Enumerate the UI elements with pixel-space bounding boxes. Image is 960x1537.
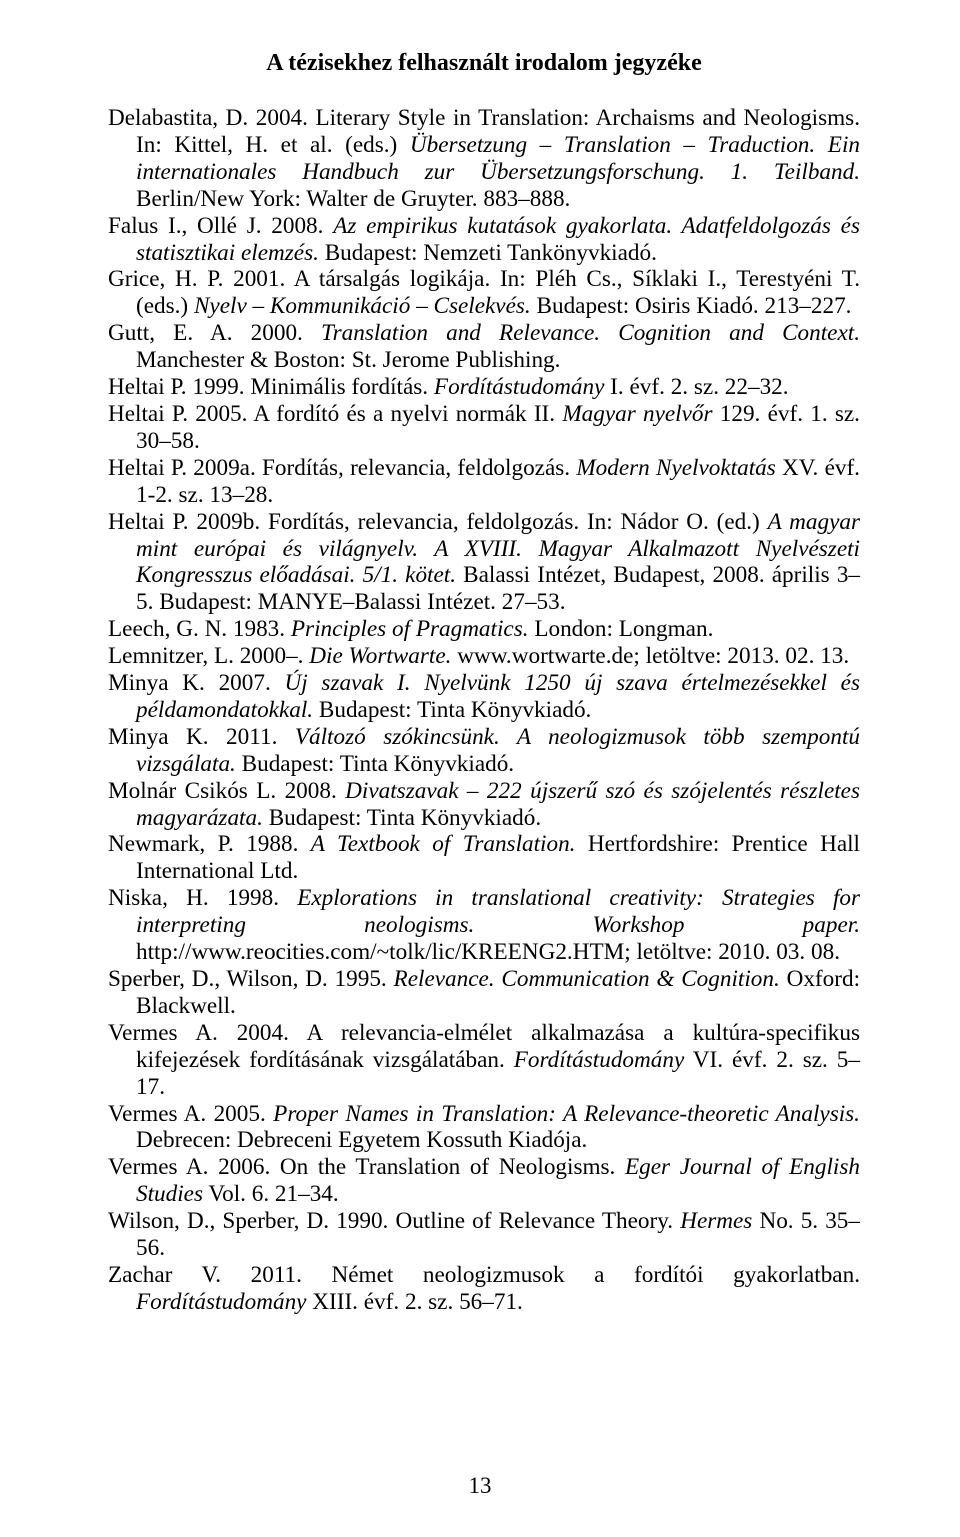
reference-text: Newmark, P. 1988. (108, 831, 311, 857)
reference-text: Berlin/New York: Walter de Gruyter. 883–… (136, 186, 570, 212)
reference-entry: Newmark, P. 1988. A Textbook of Translat… (108, 831, 860, 885)
reference-text: Sperber, D., Wilson, D. 1995. (108, 966, 394, 992)
reference-entry: Vermes A. 2006. On the Translation of Ne… (108, 1154, 860, 1208)
reference-entry: Heltai P. 2009a. Fordítás, relevancia, f… (108, 455, 860, 509)
reference-text: Debrecen: Debreceni Egyetem Kossuth Kiad… (136, 1127, 587, 1153)
reference-text: Wilson, D., Sperber, D. 1990. Outline of… (108, 1208, 680, 1234)
reference-entry: Niska, H. 1998. Explorations in translat… (108, 885, 860, 966)
reference-text: Magyar nyelvőr (562, 401, 712, 427)
reference-entry: Zachar V. 2011. Német neologizmusok a fo… (108, 1262, 860, 1316)
reference-entry: Wilson, D., Sperber, D. 1990. Outline of… (108, 1208, 860, 1262)
reference-text: Heltai P. 1999. Minimális fordítás. (108, 374, 434, 400)
reference-text: Proper Names in Translation: A Relevance… (273, 1101, 860, 1127)
reference-text: Heltai P. 2005. A fordító és a nyelvi no… (108, 401, 562, 427)
reference-text: I. évf. 2. sz. 22–32. (604, 374, 788, 400)
reference-text: Fordítástudomány (434, 374, 604, 400)
reference-entry: Lemnitzer, L. 2000–. Die Wortwarte. www.… (108, 643, 860, 670)
reference-entry: Gutt, E. A. 2000. Translation and Releva… (108, 320, 860, 374)
reference-entry: Minya K. 2011. Változó szókincsünk. A ne… (108, 724, 860, 778)
reference-text: Translation and Relevance. Cognition and… (321, 320, 860, 346)
reference-text: Relevance. Communication & Cognition. (394, 966, 780, 992)
reference-text: Minya K. 2011. (108, 724, 295, 750)
reference-text: Heltai P. 2009b. Fordítás, relevancia, f… (108, 509, 768, 535)
reference-entry: Heltai P. 2009b. Fordítás, relevancia, f… (108, 509, 860, 617)
reference-text: Manchester & Boston: St. Jerome Publishi… (136, 347, 560, 373)
reference-text: Budapest: Tinta Könyvkiadó. (236, 751, 514, 777)
reference-list: Delabastita, D. 2004. Literary Style in … (108, 105, 860, 1316)
reference-text: Vermes A. 2006. On the Translation of Ne… (108, 1154, 625, 1180)
page-number: 13 (0, 1473, 960, 1499)
reference-text: Heltai P. 2009a. Fordítás, relevancia, f… (108, 455, 576, 481)
reference-text: Lemnitzer, L. 2000–. (108, 643, 309, 669)
reference-entry: Grice, H. P. 2001. A társalgás logikája.… (108, 266, 860, 320)
reference-text: Budapest: Osiris Kiadó. 213–227. (531, 293, 852, 319)
reference-text: http://www.reocities.com/~tolk/lic/KREEN… (136, 939, 840, 965)
reference-text: Budapest: Tinta Könyvkiadó. (263, 805, 541, 831)
page: A tézisekhez felhasznált irodalom jegyzé… (0, 0, 960, 1537)
reference-text: Die Wortwarte. (309, 643, 451, 669)
reference-entry: Heltai P. 2005. A fordító és a nyelvi no… (108, 401, 860, 455)
reference-text: XIII. évf. 2. sz. 56–71. (306, 1289, 522, 1315)
reference-text: Principles of Pragmatics. (291, 616, 529, 642)
reference-text: Falus I., Ollé J. 2008. (108, 213, 333, 239)
page-title: A tézisekhez felhasznált irodalom jegyzé… (108, 50, 860, 77)
reference-text: Leech, G. N. 1983. (108, 616, 291, 642)
reference-entry: Heltai P. 1999. Minimális fordítás. Ford… (108, 374, 860, 401)
reference-text: Modern Nyelvoktatás (576, 455, 775, 481)
reference-text: Nyelv – Kommunikáció – Cselekvés. (194, 293, 531, 319)
reference-text: Gutt, E. A. 2000. (108, 320, 321, 346)
reference-entry: Minya K. 2007. Új szavak I. Nyelvünk 125… (108, 670, 860, 724)
reference-text: Vol. 6. 21–34. (203, 1181, 339, 1207)
reference-text: Zachar V. 2011. Német neologizmusok a fo… (108, 1262, 860, 1288)
reference-entry: Delabastita, D. 2004. Literary Style in … (108, 105, 860, 213)
reference-text: Budapest: Nemzeti Tankönyvkiadó. (319, 240, 657, 266)
reference-text: Molnár Csikós L. 2008. (108, 778, 345, 804)
reference-text: London: Longman. (529, 616, 714, 642)
reference-text: Vermes A. 2005. (108, 1101, 273, 1127)
reference-text: Fordítástudomány (514, 1047, 684, 1073)
reference-text: A Textbook of Translation. (311, 831, 576, 857)
reference-entry: Vermes A. 2005. Proper Names in Translat… (108, 1101, 860, 1155)
reference-text: Minya K. 2007. (108, 670, 285, 696)
reference-entry: Vermes A. 2004. A relevancia-elmélet alk… (108, 1020, 860, 1101)
reference-entry: Sperber, D., Wilson, D. 1995. Relevance.… (108, 966, 860, 1020)
reference-text: www.wortwarte.de; letöltve: 2013. 02. 13… (451, 643, 849, 669)
reference-text: Niska, H. 1998. (108, 885, 297, 911)
reference-text: Fordítástudomány (136, 1289, 306, 1315)
reference-entry: Leech, G. N. 1983. Principles of Pragmat… (108, 616, 860, 643)
reference-text: Hermes (680, 1208, 752, 1234)
reference-entry: Molnár Csikós L. 2008. Divatszavak – 222… (108, 778, 860, 832)
reference-entry: Falus I., Ollé J. 2008. Az empirikus kut… (108, 213, 860, 267)
reference-text: Budapest: Tinta Könyvkiadó. (313, 697, 591, 723)
